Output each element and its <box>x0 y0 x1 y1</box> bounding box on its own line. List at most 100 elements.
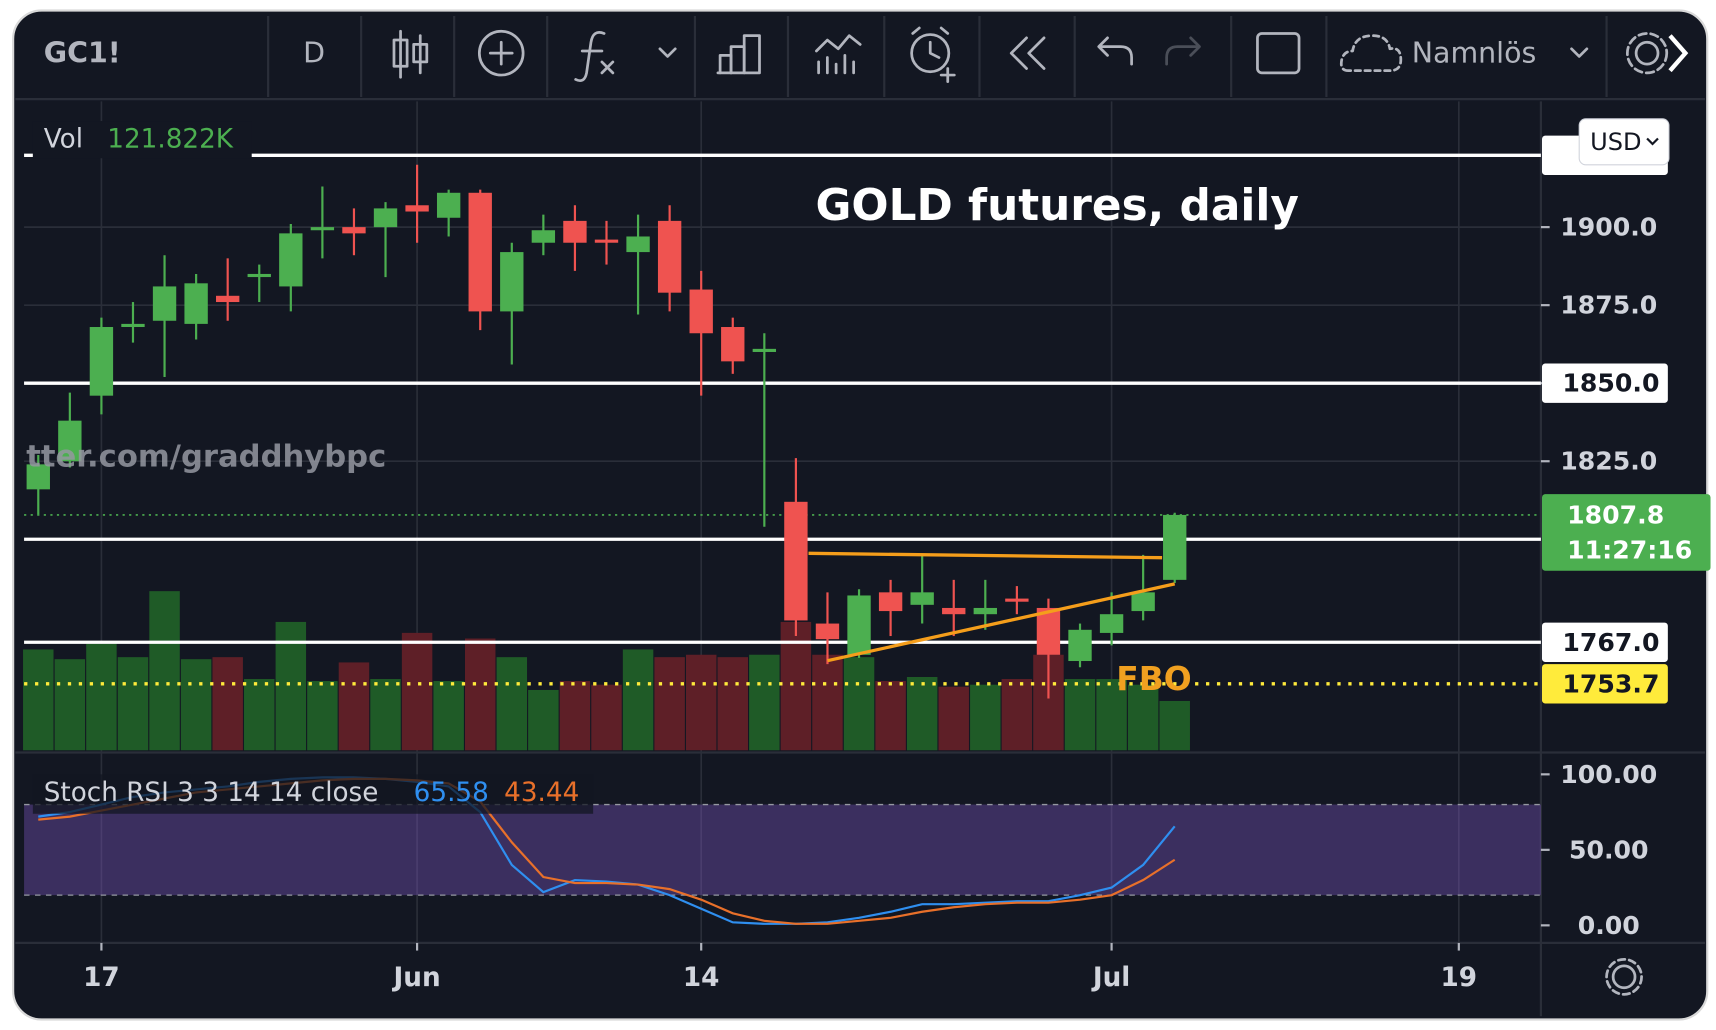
volume-bar <box>717 657 749 751</box>
volume-bar <box>812 654 843 751</box>
replay-bars-button[interactable] <box>815 34 862 75</box>
volume-bar <box>685 654 717 751</box>
x-tick-label: 17 <box>83 963 120 993</box>
currency-button-bg[interactable] <box>1578 118 1670 166</box>
layout-name[interactable]: Namnlös <box>1412 37 1537 70</box>
toolbar: GC1! D <box>15 15 1706 101</box>
alert-label: 1753.7 <box>1562 669 1659 698</box>
indicators-button[interactable] <box>574 31 677 83</box>
currency-chevron[interactable] <box>1646 137 1659 146</box>
compare-button[interactable] <box>477 29 525 77</box>
volume-bar <box>401 632 433 751</box>
scroll-arrow[interactable] <box>1668 34 1689 73</box>
candle-body <box>563 220 587 243</box>
stoch-tick-label: 0.00 <box>1578 911 1640 940</box>
candle-body <box>531 230 556 243</box>
volume-bar <box>1127 684 1159 751</box>
candle-body <box>373 208 398 228</box>
alert-label-box <box>1541 664 1668 704</box>
x-tick-label: 19 <box>1441 963 1478 993</box>
countdown-label: 11:27:16 <box>1567 535 1692 564</box>
candle-body <box>878 592 903 612</box>
candle-body <box>152 286 177 321</box>
volume-bar <box>906 677 938 751</box>
symbol[interactable]: GC1! <box>44 37 121 70</box>
volume-bar <box>212 657 243 751</box>
annotation: FBO <box>1116 660 1191 698</box>
stoch-pane: 100.00 50.00 0.00 Stoch RSI 3 3 14 14 close… <box>24 760 1657 940</box>
stoch-legend-bg <box>32 774 594 814</box>
volume-bar <box>370 679 401 751</box>
candle-body <box>815 623 840 640</box>
candle-body <box>657 220 682 293</box>
alert-button[interactable] <box>910 26 956 83</box>
candle-body <box>1163 514 1187 580</box>
candle-body <box>436 192 461 218</box>
axes: 17Jun14Jul191900.01875.01850.01825.01850… <box>83 118 1711 993</box>
volume-bar <box>1064 679 1096 751</box>
volume-bar <box>1159 700 1190 751</box>
x-tick-label: 14 <box>683 963 720 993</box>
undo-button[interactable] <box>1097 36 1133 66</box>
axis-settings-button[interactable] <box>1605 957 1643 996</box>
volume-bar <box>149 591 180 751</box>
candle-style-button[interactable] <box>392 29 429 79</box>
volume-bar <box>338 662 370 751</box>
volume-bar <box>86 643 117 751</box>
settings-button[interactable] <box>1625 32 1669 75</box>
volume-bar <box>654 657 685 751</box>
candle-body <box>342 227 366 234</box>
stoch-legend-value: 43.44 <box>504 778 579 808</box>
volume-bar <box>23 649 54 751</box>
candle-body <box>626 236 650 253</box>
volume-bar <box>244 679 275 751</box>
cloud-icon <box>1339 34 1403 73</box>
candle-body <box>689 289 713 334</box>
volume-bar <box>1001 679 1033 751</box>
last-price-box <box>1541 494 1711 571</box>
candle-body <box>1036 607 1061 655</box>
candles <box>26 164 1187 699</box>
fullscreen-button[interactable] <box>1256 32 1301 75</box>
templates-button[interactable] <box>716 34 761 75</box>
candle-body <box>910 592 934 605</box>
interval[interactable]: D <box>303 37 325 70</box>
candle-body <box>594 239 619 243</box>
volume-bar <box>875 681 906 751</box>
replay-button[interactable] <box>1009 36 1046 70</box>
watermark: tter.com/graddhybpc <box>26 439 386 474</box>
redo-button[interactable] <box>1165 36 1201 66</box>
last-price-label: 1807.8 <box>1567 500 1664 529</box>
volume-bar <box>749 654 780 751</box>
y-tick-label: 1875.0 <box>1560 291 1657 320</box>
volume-bar <box>970 684 1001 751</box>
candle-body <box>247 273 271 278</box>
stoch-tick-label: 50.00 <box>1569 835 1649 864</box>
layout-menu-chevron[interactable] <box>1570 47 1589 58</box>
price-line-label-box <box>1541 363 1668 403</box>
stoch-legend-title: Stoch RSI 3 3 14 14 close <box>44 778 379 808</box>
candle-body <box>405 205 429 212</box>
candle-body <box>784 501 808 621</box>
volume-legend-name: Vol <box>44 125 83 155</box>
stoch-band <box>24 804 1541 896</box>
candle-body <box>468 192 492 312</box>
price-line-label: 1767.0 <box>1562 628 1659 657</box>
candle-body <box>500 252 524 312</box>
candle-body <box>216 295 240 303</box>
price-line-label: 1850.0 <box>1562 369 1659 398</box>
y-tick-label: 1825.0 <box>1560 447 1657 476</box>
currency-button[interactable]: USD <box>1590 128 1641 156</box>
candle-body <box>1068 629 1092 662</box>
volume-bar <box>1096 679 1127 751</box>
stoch-tick-label: 100.00 <box>1560 760 1657 789</box>
volume-bar <box>559 681 591 751</box>
x-tick-label: Jul <box>1091 963 1130 993</box>
volume-bar <box>843 657 875 751</box>
chart-title: GOLD futures, daily <box>815 180 1298 231</box>
volume-bar <box>117 657 149 751</box>
volume-bar <box>433 681 464 751</box>
volume-bar <box>54 659 86 751</box>
